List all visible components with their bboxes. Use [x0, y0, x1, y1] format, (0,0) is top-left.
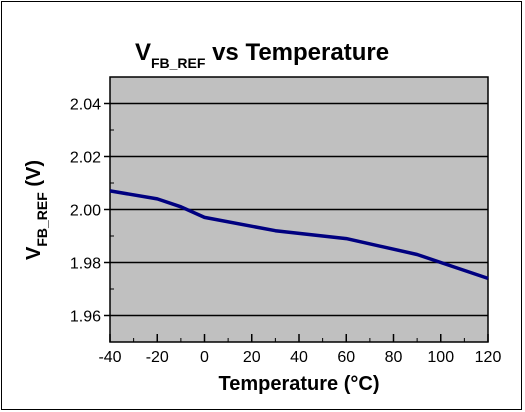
chart-title-rest: vs Temperature — [205, 39, 389, 66]
x-axis-label: Temperature (°C) — [219, 373, 380, 395]
x-tick-label-0: -40 — [98, 349, 121, 366]
chart-title-main: V — [135, 39, 151, 66]
y-axis-label: VFB_REF (V) — [23, 160, 50, 260]
x-tick-label-5: 60 — [337, 349, 355, 366]
chart-title-subscript: FB_REF — [151, 55, 206, 71]
y-tick-label-2: 2.00 — [70, 203, 101, 220]
x-tick-labels: -40 -20 0 20 40 60 80 100 120 — [98, 349, 501, 366]
x-tick-label-6: 80 — [385, 349, 403, 366]
y-axis-label-rest: (V) — [23, 160, 45, 192]
x-tick-label-1: -20 — [146, 349, 169, 366]
y-tick-label-1: 1.98 — [70, 256, 101, 273]
x-tick-label-4: 40 — [290, 349, 308, 366]
x-tick-label-7: 100 — [427, 349, 454, 366]
x-tick-label-8: 120 — [475, 349, 502, 366]
series-line-0 — [109, 189, 489, 281]
y-tick-label-0: 1.96 — [70, 309, 101, 326]
grid-lines — [110, 102, 488, 317]
y-axis-label-main: V — [23, 246, 45, 260]
x-tick-label-3: 20 — [243, 349, 261, 366]
y-tick-label-3: 2.02 — [70, 150, 101, 167]
y-tick-labels: 1.96 1.98 2.00 2.02 2.04 — [70, 97, 101, 326]
y-axis-label-subscript: FB_REF — [34, 192, 50, 247]
chart-title: VFB_REF vs Temperature — [135, 39, 389, 71]
series-group — [109, 189, 489, 281]
x-tick-label-2: 0 — [200, 349, 209, 366]
axis-ticks — [104, 76, 489, 343]
y-tick-label-4: 2.04 — [70, 97, 101, 114]
